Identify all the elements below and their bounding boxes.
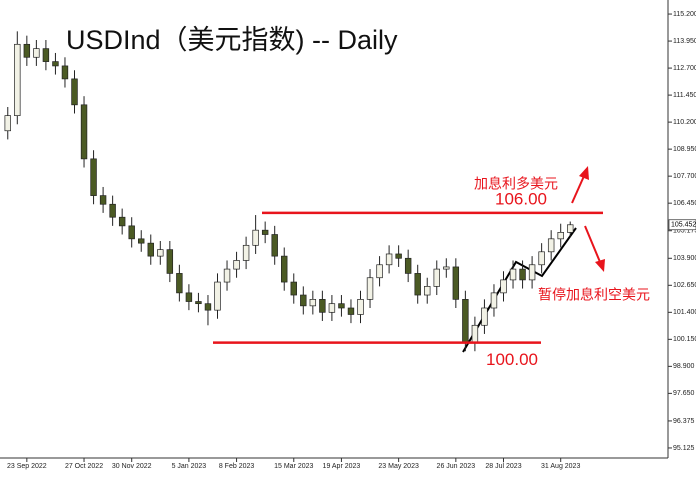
candle-body [519, 268, 526, 281]
candle-body [404, 257, 412, 274]
candle-body [509, 268, 517, 281]
candle-body [347, 307, 355, 315]
y-tick-label: 110.200 [673, 119, 696, 126]
level-label: 100.00 [486, 350, 538, 369]
candle-body [290, 281, 297, 296]
candle-body [157, 249, 164, 257]
candle-body [462, 299, 469, 343]
candle-body [500, 279, 507, 294]
y-tick-label: 108.950 [673, 146, 696, 153]
candle-body [385, 253, 393, 266]
annotation: 加息利多美元 [474, 176, 558, 192]
x-tick-label: 27 Oct 2022 [65, 463, 103, 470]
candle-body [214, 281, 221, 311]
candle-body [414, 273, 421, 296]
candle-body [319, 299, 326, 313]
x-tick-label: 5 Jan 2023 [172, 463, 207, 470]
candle-body [4, 115, 11, 132]
candle-body [300, 294, 307, 307]
candle-body [443, 266, 450, 270]
x-tick-label: 26 Jun 2023 [437, 463, 476, 470]
x-tick-label: 19 Apr 2023 [323, 463, 361, 470]
candle-body [61, 65, 69, 80]
y-tick-label: 98.900 [673, 363, 695, 370]
candle-body [185, 292, 193, 302]
candle-body [223, 268, 231, 283]
candle-body [33, 48, 40, 58]
candle-body [147, 242, 154, 257]
candle-body [71, 78, 78, 106]
candle-body [528, 264, 536, 281]
candle-body [109, 203, 116, 218]
level-label: 106.00 [495, 189, 547, 208]
last-price-label: 105.452 [671, 222, 696, 229]
candle-body [424, 286, 431, 296]
candle-body [99, 195, 107, 205]
y-tick-label: 97.650 [673, 390, 695, 397]
candle-body [52, 61, 59, 67]
y-tick-label: 105.175 [673, 228, 696, 235]
candle-body [433, 268, 440, 287]
candle-body [242, 244, 250, 261]
last-price-marker [668, 219, 696, 231]
candle-body [42, 48, 50, 62]
candle-body [281, 255, 288, 283]
candle-body [395, 253, 402, 259]
x-tick-label: 28 Jul 2023 [485, 463, 521, 470]
x-tick-label: 31 Aug 2023 [541, 463, 580, 470]
x-tick-label: 23 Sep 2022 [7, 463, 47, 470]
candle-body [271, 234, 278, 257]
arrows [571, 166, 605, 272]
candle-body [309, 299, 317, 307]
y-tick-label: 103.900 [673, 255, 696, 262]
candle-body [176, 273, 183, 294]
candle-body [328, 303, 336, 313]
candle-body [261, 229, 269, 235]
candle-body [376, 264, 383, 279]
candle-body [490, 292, 498, 309]
candle-body [366, 277, 374, 300]
annotation: 暂停加息利空美元 [538, 287, 650, 303]
candle-body [80, 104, 88, 160]
candle-body [252, 229, 259, 246]
y-tick-label: 113.950 [673, 38, 696, 45]
candle-body [471, 324, 479, 343]
y-tick-label: 102.650 [673, 282, 696, 289]
x-tick-label: 8 Feb 2023 [219, 463, 255, 470]
y-tick-label: 95.125 [673, 445, 695, 452]
y-tick-label: 111.450 [673, 92, 696, 99]
x-tick-label: 15 Mar 2023 [274, 463, 313, 470]
y-tick-label: 106.450 [673, 200, 696, 207]
candle-body [452, 266, 460, 300]
y-tick-label: 96.375 [673, 418, 695, 425]
candle-body [90, 158, 97, 196]
x-tick-label: 23 May 2023 [378, 463, 419, 470]
y-tick-label: 115.200 [673, 11, 696, 18]
candle-body [481, 307, 488, 326]
y-tick-label: 101.400 [673, 309, 696, 316]
candle-body [128, 225, 135, 240]
x-tick-label: 30 Nov 2022 [112, 463, 152, 470]
y-tick-label: 112.700 [673, 65, 696, 72]
candle-body [338, 303, 345, 309]
candle-body [538, 251, 545, 266]
candle-body [567, 224, 574, 233]
candle-body [118, 216, 126, 227]
candle-body [14, 43, 21, 116]
candle-body [204, 303, 212, 311]
candle-body [557, 232, 564, 240]
candle-body [166, 249, 174, 274]
candle-body [23, 43, 31, 58]
candle-body [233, 260, 240, 270]
candle-body [547, 238, 555, 253]
candle-body [195, 301, 202, 305]
candle-body [138, 238, 145, 244]
y-tick-label: 100.150 [673, 336, 696, 343]
y-tick-label: 107.700 [673, 173, 696, 180]
chart-title: USDInd（美元指数) -- Daily [66, 25, 398, 55]
candle-body [357, 299, 364, 315]
